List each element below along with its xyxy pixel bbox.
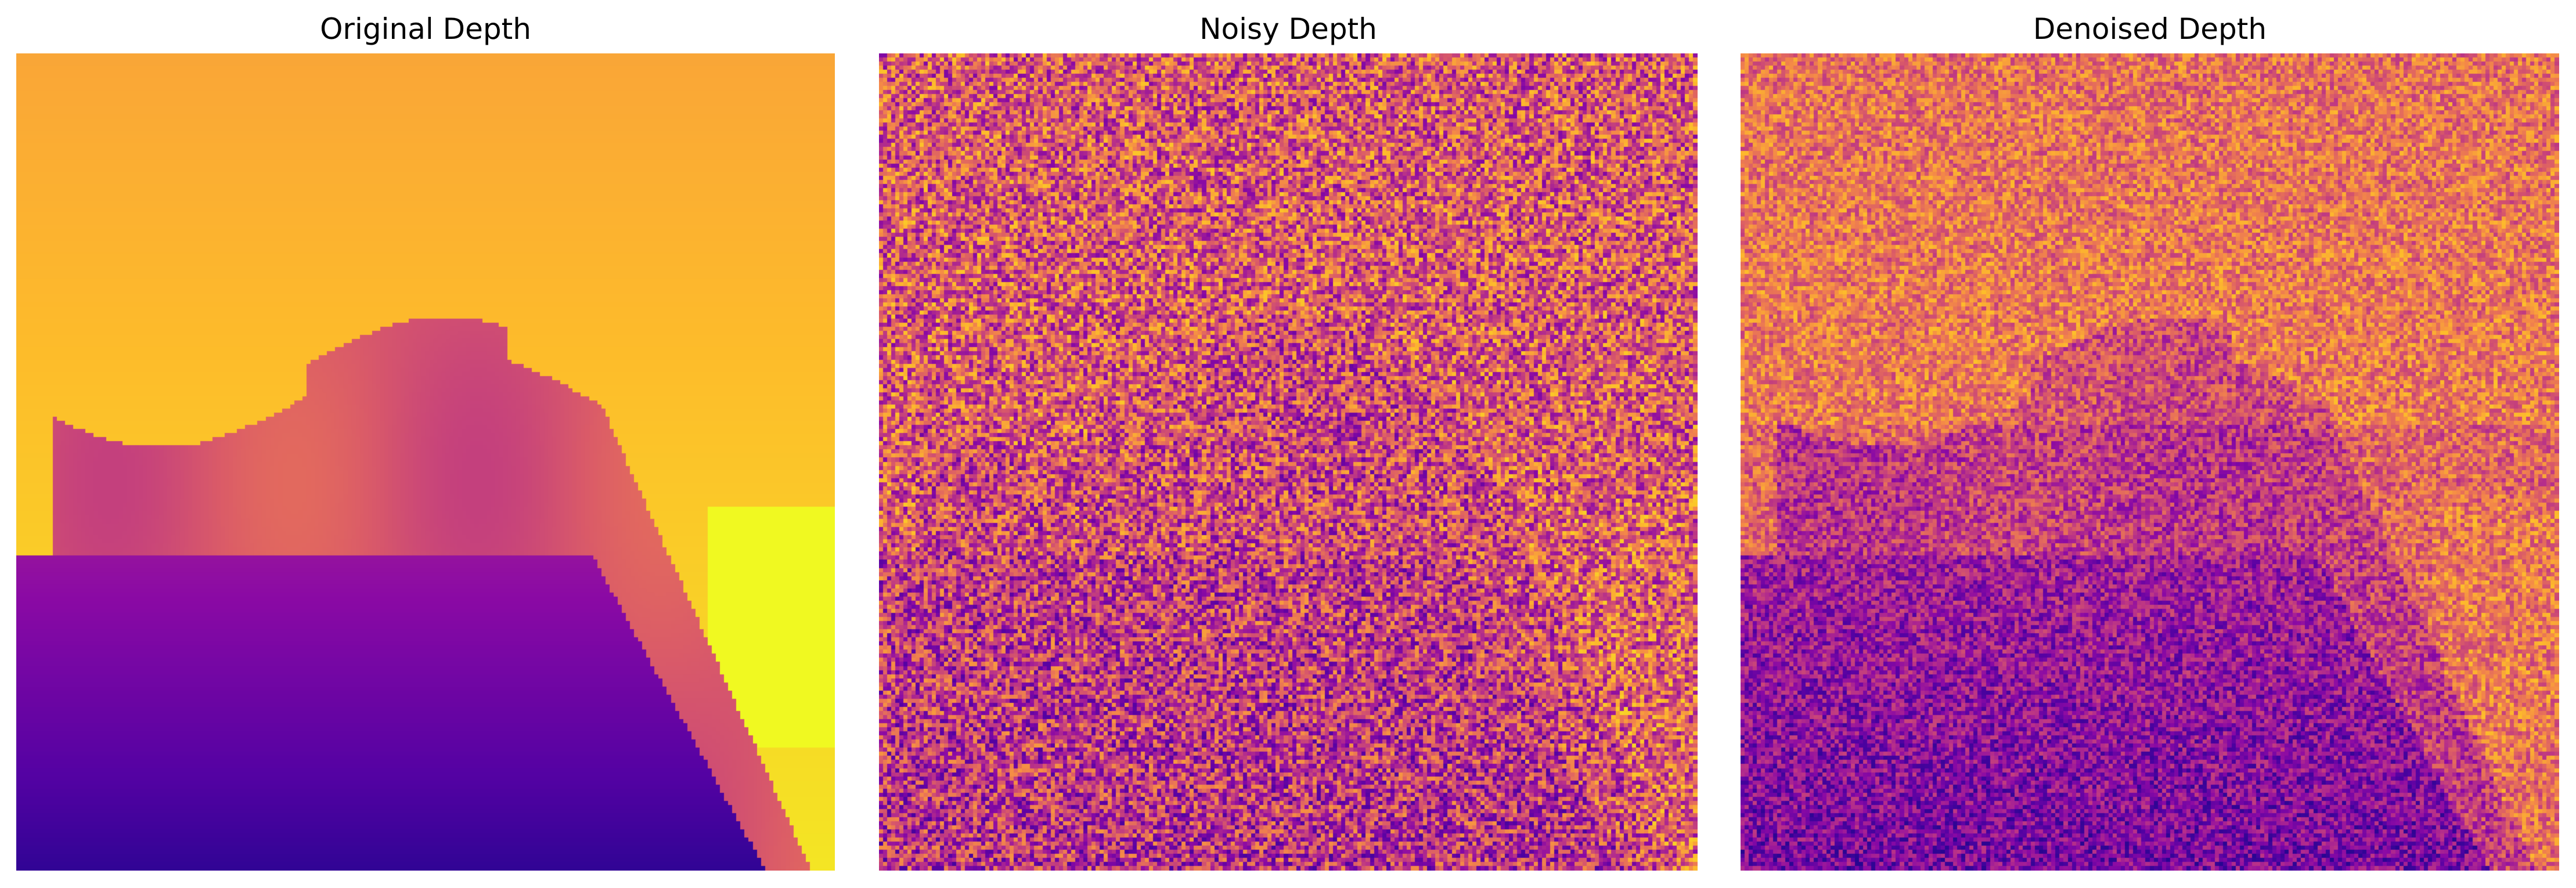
panel-original-depth: Original Depth (16, 0, 835, 888)
panel-title-original: Original Depth (320, 12, 531, 46)
noisy-depth-image (879, 53, 1698, 871)
denoised-depth-image (1741, 53, 2559, 871)
panel-denoised-depth: Denoised Depth (1741, 0, 2559, 888)
panel-noisy-depth: Noisy Depth (879, 0, 1698, 888)
panel-title-noisy: Noisy Depth (1199, 12, 1377, 46)
panel-title-denoised: Denoised Depth (2033, 12, 2267, 46)
original-depth-image (16, 53, 835, 871)
